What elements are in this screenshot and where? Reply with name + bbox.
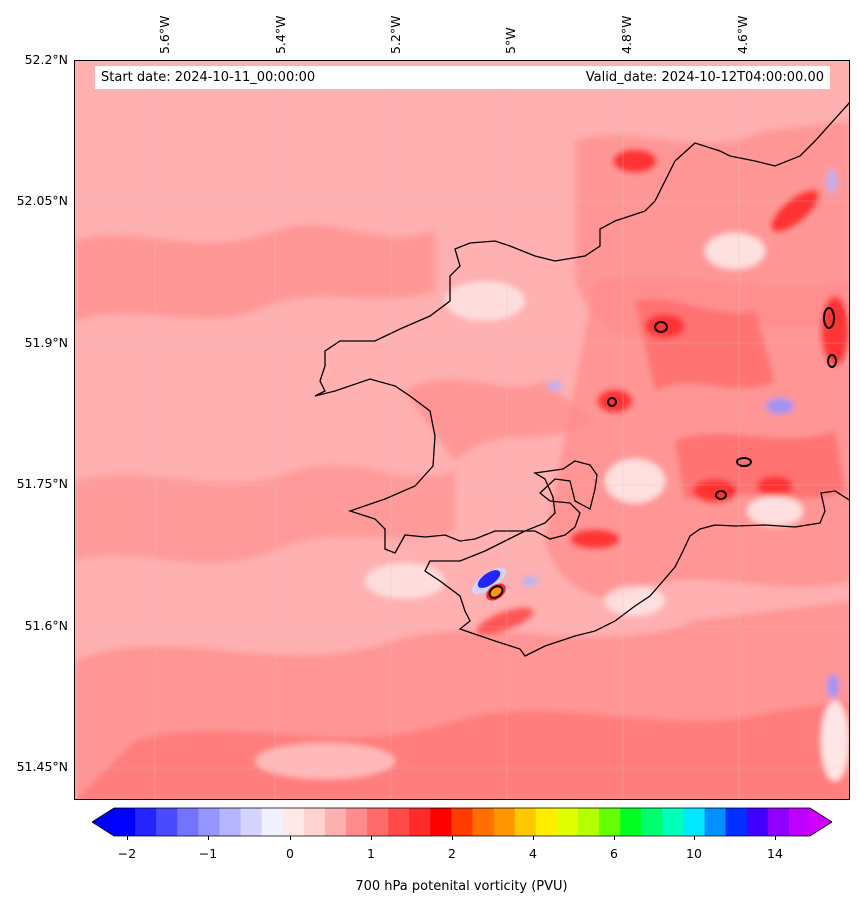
colorbar-tick-label: 6 (610, 846, 618, 861)
colorbar-tickmark (614, 836, 615, 840)
map-panel (74, 60, 850, 800)
colorbar-segment (451, 808, 474, 836)
valid-date-text: Valid_date: 2024-10-12T04:00:00.00 (585, 70, 824, 85)
colorbar-segment (535, 808, 558, 836)
colorbar-segment (578, 808, 600, 836)
colorbar-segment (367, 808, 389, 836)
colorbar-tick-label: −1 (198, 846, 218, 861)
colorbar-segment (746, 808, 769, 836)
lat-label: 51.6°N (24, 618, 68, 633)
lon-label: 5.2°W (388, 15, 403, 55)
colorbar-tick-label: 4 (529, 846, 537, 861)
lon-label: 5°W (503, 27, 518, 54)
graticule (75, 61, 849, 799)
lon-label: 4.8°W (619, 15, 634, 55)
lat-label: 51.9°N (24, 335, 68, 350)
pv-contours (75, 121, 849, 799)
colorbar-tick-label: 14 (767, 846, 783, 861)
colorbar-tick-label: 2 (448, 846, 456, 861)
colorbar-label: 700 hPa potenital vorticity (PVU) (355, 879, 568, 894)
colorbar-segment (725, 808, 748, 836)
colorbar-segment (346, 808, 368, 836)
colorbar-tickmark (694, 836, 695, 840)
colorbar-segment (135, 808, 157, 836)
colorbar-segment (219, 808, 242, 836)
colorbar-segment (767, 808, 790, 836)
colorbar-segment (198, 808, 220, 836)
colorbar-segment (683, 808, 706, 836)
coastline (314, 102, 849, 657)
colorbar-segment (788, 808, 811, 836)
lat-label: 51.45°N (16, 759, 68, 774)
colorbar-tick-label: −2 (117, 846, 137, 861)
start-date-box: Start date: 2024-10-11_00:00:00 (95, 66, 535, 89)
colorbar-tick-label: 0 (286, 846, 294, 861)
colorbar-segment (114, 808, 136, 836)
colorbar-segment (240, 808, 263, 836)
colorbar-segment (599, 808, 621, 836)
lat-label: 52.2°N (24, 52, 68, 67)
pv-core-feature (471, 307, 837, 601)
lat-label: 52.05°N (16, 193, 68, 208)
colorbar-segment (472, 808, 495, 836)
colorbar-tickmark (127, 836, 128, 840)
colorbar-segment (493, 808, 516, 836)
colorbar-tick-label: 10 (686, 846, 702, 861)
colorbar-tick-label: 1 (367, 846, 375, 861)
colorbar-segment (156, 808, 178, 836)
colorbar-extend-high (810, 808, 832, 836)
colorbar-segment (641, 808, 663, 836)
colorbar-segment (261, 808, 284, 836)
colorbar-segment (620, 808, 642, 836)
valid-date-box: Valid_date: 2024-10-12T04:00:00.00 (535, 66, 830, 89)
colorbar-segment (514, 808, 537, 836)
colorbar-svg (91, 807, 833, 837)
lon-label: 5.6°W (157, 15, 172, 55)
colorbar-tickmark (452, 836, 453, 840)
colorbar-segment (430, 808, 452, 836)
colorbar-tickmark (371, 836, 372, 840)
colorbar-segment (388, 808, 410, 836)
lat-label: 51.75°N (16, 476, 68, 491)
colorbar-segment (556, 808, 579, 836)
colorbar-extend-low (92, 808, 114, 836)
colorbar-segment (704, 808, 727, 836)
colorbar-segment (662, 808, 684, 836)
colorbar-segment (324, 808, 347, 836)
colorbar (91, 806, 833, 838)
colorbar-segment (177, 808, 199, 836)
lon-label: 4.6°W (735, 15, 750, 55)
colorbar-tickmark (533, 836, 534, 840)
colorbar-segment (303, 808, 326, 836)
colorbar-tickmark (208, 836, 209, 840)
colorbar-segment (409, 808, 431, 836)
start-date-text: Start date: 2024-10-11_00:00:00 (101, 70, 316, 85)
colorbar-segment (282, 808, 305, 836)
pv-field-map (75, 61, 849, 799)
colorbar-tickmark (290, 836, 291, 840)
lon-label: 5.4°W (273, 15, 288, 55)
colorbar-tickmark (775, 836, 776, 840)
